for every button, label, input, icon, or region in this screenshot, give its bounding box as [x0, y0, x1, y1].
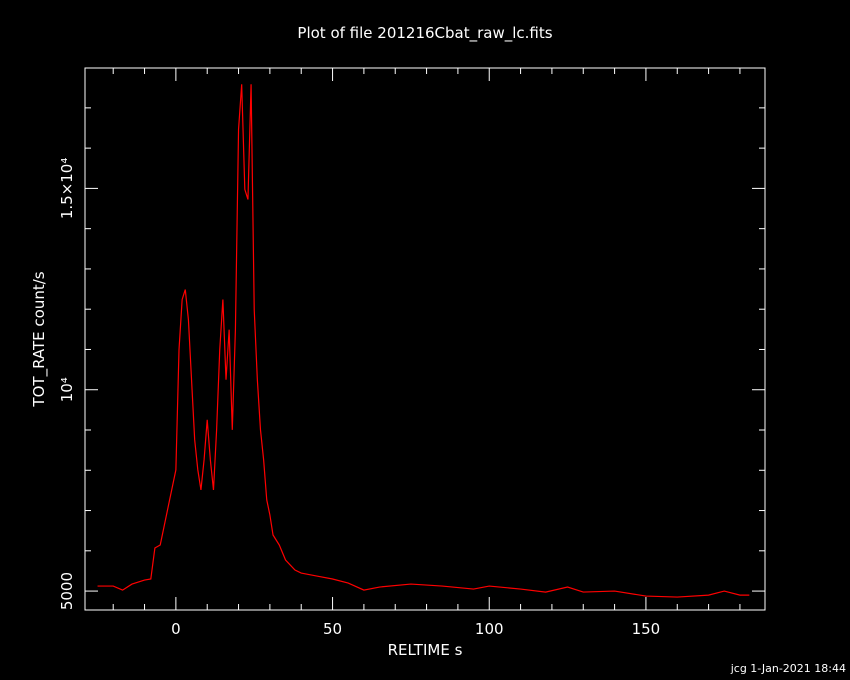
x-tick-label: 100 — [475, 620, 504, 638]
data-line — [97, 84, 750, 598]
x-axis-label: RELTIME s — [388, 641, 463, 659]
y-tick-label: 10⁴ — [58, 377, 76, 402]
chart-title: Plot of file 201216Cbat_raw_lc.fits — [297, 24, 552, 43]
x-tick-label: 0 — [171, 620, 181, 638]
y-tick-label: 1.5×10⁴ — [58, 158, 76, 220]
plot-frame — [84, 67, 766, 611]
footer: jcg 1-Jan-2021 18:44 — [730, 662, 846, 675]
x-tick-label: 150 — [632, 620, 661, 638]
y-axis-label: TOT_RATE count/s — [30, 271, 49, 407]
y-tick-label: 5000 — [58, 572, 76, 610]
x-tick-label: 50 — [323, 620, 342, 638]
